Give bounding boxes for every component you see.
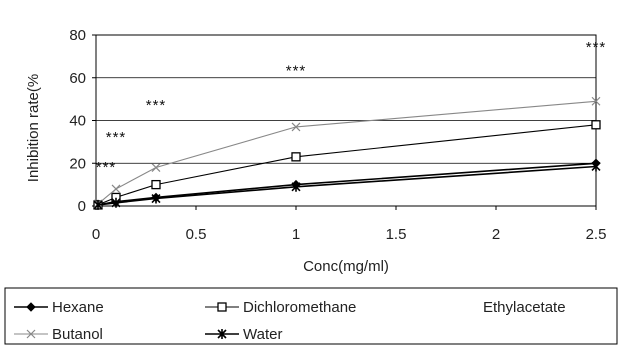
legend-label-water: Water bbox=[243, 326, 282, 343]
x-tick-label: 1 bbox=[292, 226, 300, 243]
x-tick-label: 2 bbox=[492, 226, 500, 243]
legend-box bbox=[4, 287, 618, 345]
x-axis-label: Conc(mg/ml) bbox=[303, 258, 389, 275]
x-tick-label: 2.5 bbox=[586, 226, 607, 243]
legend-marker-hexane bbox=[26, 302, 36, 312]
plot-area: 0 20 40 60 80 0 0.5 1 1.5 2 2.5 *** *** *** *** *** bbox=[69, 27, 606, 243]
legend-marker-water bbox=[217, 329, 227, 339]
data-point-butanol bbox=[111, 184, 121, 194]
data-point-water bbox=[151, 193, 161, 204]
legend-label-butanol: Butanol bbox=[52, 326, 103, 343]
data-point-butanol bbox=[291, 122, 301, 132]
y-tick-label: 60 bbox=[69, 70, 86, 87]
legend-label-dichloromethane: Dichloromethane bbox=[243, 299, 356, 316]
legend-label-hexane: Hexane bbox=[52, 299, 104, 316]
legend: Hexane Dichloromethane Ethylacetate Butanol… bbox=[4, 287, 618, 345]
data-point-butanol bbox=[151, 163, 161, 172]
legend-label-ethylacetate: Ethylacetate bbox=[483, 299, 566, 316]
y-axis-label: Inhibition rate(% bbox=[25, 74, 42, 182]
y-tick-label: 0 bbox=[78, 198, 86, 215]
data-point-butanol bbox=[591, 96, 601, 106]
data-point-dichloromethane bbox=[291, 152, 301, 162]
x-tick-label: 1.5 bbox=[386, 226, 407, 243]
significance-annotation: *** bbox=[106, 129, 127, 146]
significance-annotation: *** bbox=[96, 159, 117, 176]
y-tick-label: 40 bbox=[69, 113, 86, 130]
legend-marker-dichloromethane bbox=[217, 302, 227, 312]
data-point-dichloromethane bbox=[591, 120, 601, 130]
data-point-dichloromethane bbox=[151, 179, 161, 190]
significance-annotation: *** bbox=[146, 97, 167, 114]
x-tick-label: 0 bbox=[92, 226, 100, 243]
data-point-water bbox=[93, 199, 103, 210]
x-tick-label: 0.5 bbox=[186, 226, 207, 243]
data-point-water bbox=[291, 181, 301, 192]
data-point-water bbox=[111, 197, 121, 208]
y-tick-label: 20 bbox=[69, 155, 86, 172]
legend-marker-butanol bbox=[26, 329, 36, 339]
significance-annotation: *** bbox=[286, 63, 307, 80]
data-point-water bbox=[591, 161, 601, 172]
significance-annotation: *** bbox=[586, 39, 607, 56]
y-tick-label: 80 bbox=[69, 27, 86, 44]
